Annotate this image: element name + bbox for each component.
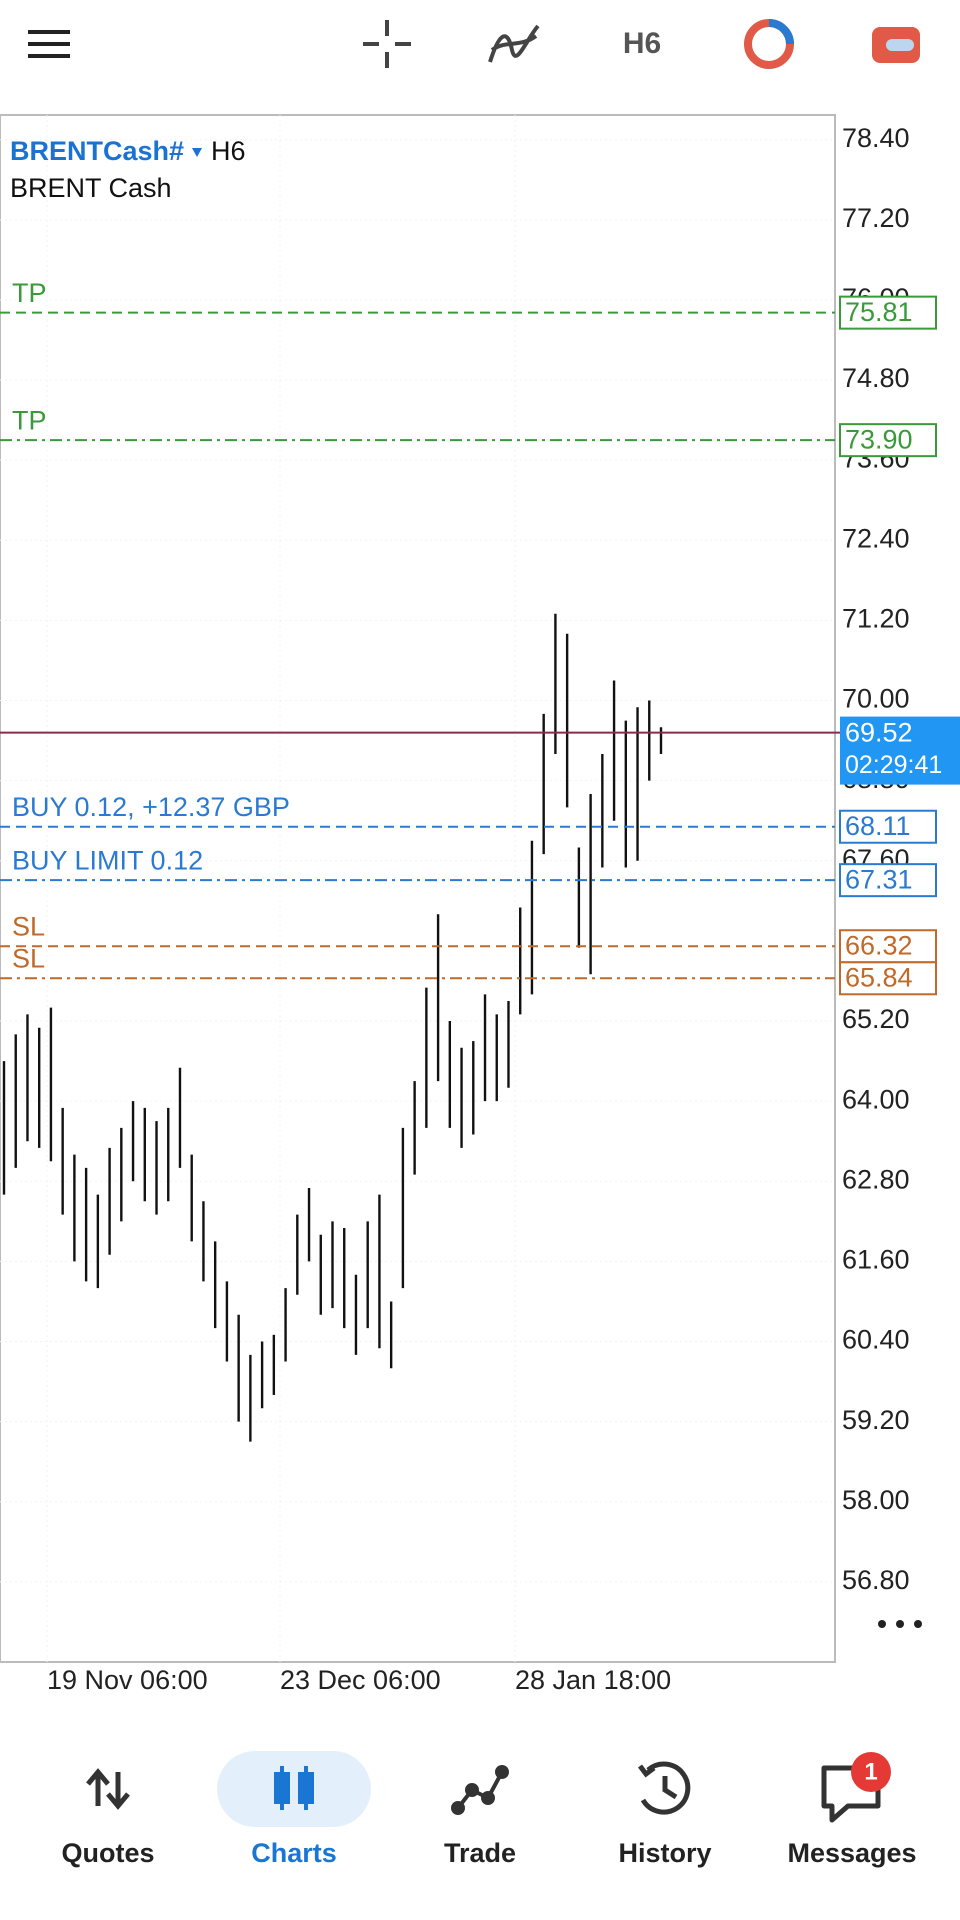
trade-icon[interactable]	[744, 19, 794, 69]
x-tick-label: 28 Jan 18:00	[515, 1665, 671, 1695]
chart-frame	[0, 114, 836, 1663]
symbol-dropdown[interactable]	[192, 148, 202, 157]
y-tick-label: 78.40	[842, 123, 910, 153]
y-tick-label: 74.80	[842, 363, 910, 393]
level-label: BUY LIMIT 0.12	[12, 845, 203, 875]
y-tick-label: 56.80	[842, 1565, 910, 1595]
x-tick-label: 23 Dec 06:00	[280, 1665, 441, 1695]
nav-tab[interactable]: Charts	[251, 1838, 337, 1868]
messages-icon: 1	[821, 1752, 891, 1823]
timeframe-button[interactable]: H6	[623, 27, 661, 60]
level-value-label: 67.31	[845, 864, 913, 894]
y-tick-label: 58.00	[842, 1485, 910, 1515]
crosshair-button[interactable]	[363, 20, 411, 68]
nav-tab[interactable]: Quotes	[61, 1838, 154, 1868]
indicators-button[interactable]	[488, 24, 540, 63]
level-label: TP	[12, 278, 47, 308]
price-countdown: 02:29:41	[845, 751, 942, 779]
price-label: 69.52	[845, 718, 913, 748]
y-tick-label: 59.20	[842, 1405, 910, 1435]
level-value-label: 75.81	[845, 297, 913, 327]
price-axis: 78.4077.2076.0074.8073.6072.4071.2070.00…	[842, 123, 910, 1595]
chart-timeframe: H6	[211, 136, 246, 166]
history-icon	[638, 1761, 691, 1815]
y-tick-label: 61.60	[842, 1245, 910, 1275]
level-value-box	[839, 863, 937, 898]
level-label: TP	[12, 405, 47, 435]
level-value-label: 73.90	[845, 424, 913, 454]
y-tick-label: 62.80	[842, 1164, 910, 1194]
account-icon[interactable]	[872, 27, 920, 63]
grid	[0, 115, 835, 1662]
x-tick-label: 19 Nov 06:00	[47, 1665, 208, 1695]
symbol-description: BRENT Cash	[10, 173, 172, 203]
quotes-icon	[86, 1768, 130, 1810]
level-value-label: 65.84	[845, 962, 913, 992]
nav-tab[interactable]: Trade	[444, 1838, 516, 1868]
bottom-nav: Quotes Charts Trade History Messages	[61, 1838, 916, 1868]
y-tick-label: 72.40	[842, 523, 910, 553]
y-tick-label: 71.20	[842, 604, 910, 634]
level-label: BUY 0.12, +12.37 GBP	[12, 792, 290, 822]
trade-icon-nav	[451, 1765, 509, 1815]
level-value-box	[839, 961, 937, 996]
symbol[interactable]: BRENTCash#	[10, 136, 184, 166]
chart-header: BRENTCash# H6 BRENT Cash	[10, 136, 246, 203]
active-tab-pill	[217, 1751, 371, 1827]
nav-tab[interactable]: History	[618, 1838, 711, 1868]
menu-button[interactable]	[28, 30, 70, 58]
nav-tab[interactable]: Messages	[787, 1838, 916, 1868]
charts-icon	[274, 1766, 314, 1810]
level-value-box	[839, 809, 937, 844]
levels: TP TP BUY 0.12, +12.37 GBP BUY LIMIT 0.12 SL…	[0, 278, 935, 980]
level-value-box	[839, 295, 937, 330]
y-tick-label: 60.40	[842, 1325, 910, 1355]
level-value-label: 66.32	[845, 930, 913, 960]
level-label: SL	[12, 911, 45, 941]
time-axis: 19 Nov 06:00 23 Dec 06:00 28 Jan 18:00	[47, 1665, 671, 1695]
y-tick-label: 64.00	[842, 1084, 910, 1114]
y-tick-label: 70.00	[842, 684, 910, 714]
y-tick-label: 65.20	[842, 1004, 910, 1034]
level-value-box	[839, 423, 937, 458]
price-box	[840, 716, 960, 785]
toolbar: H6	[28, 19, 920, 69]
y-tick-label: 77.20	[842, 203, 910, 233]
level-label: SL	[12, 943, 45, 973]
message-badge: 1	[864, 1758, 877, 1785]
more-button[interactable]	[878, 1620, 922, 1628]
level-value-label: 68.11	[845, 811, 911, 841]
